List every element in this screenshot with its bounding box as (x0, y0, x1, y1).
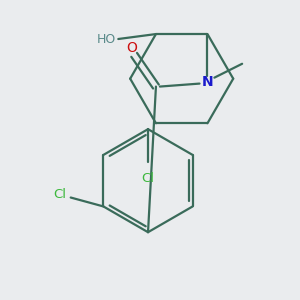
Text: HO: HO (97, 32, 116, 46)
Text: Cl: Cl (53, 188, 66, 201)
Text: Cl: Cl (142, 172, 154, 185)
Text: N: N (202, 75, 213, 88)
Text: O: O (127, 41, 138, 55)
